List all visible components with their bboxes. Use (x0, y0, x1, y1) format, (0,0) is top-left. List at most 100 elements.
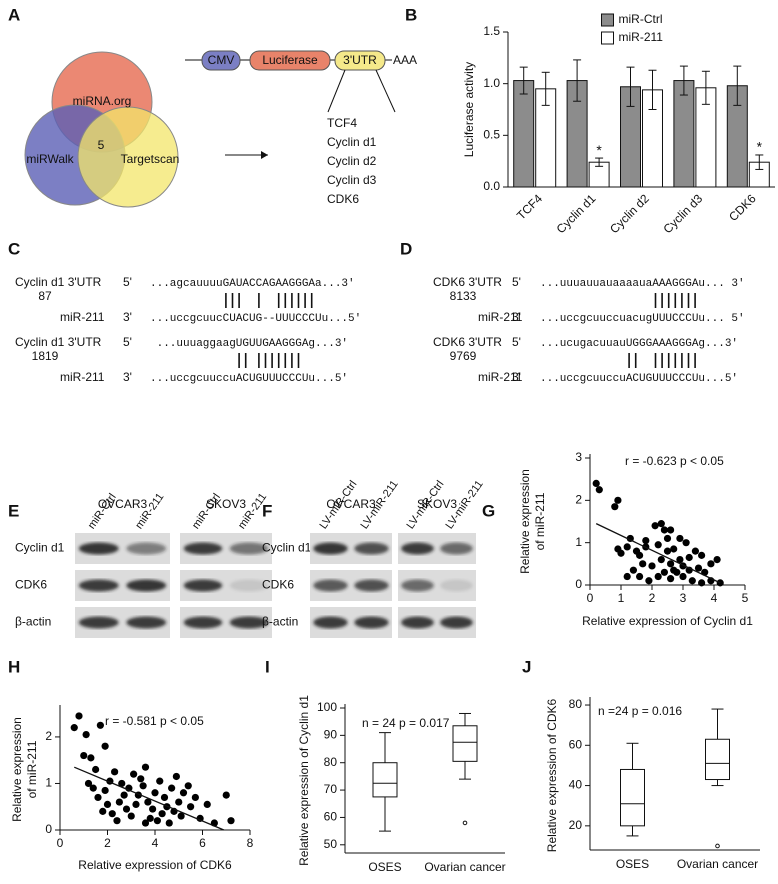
y-tick-label: 80 (569, 697, 583, 711)
x-tick-label: 4 (711, 591, 718, 605)
target-list: TCF4 Cyclin d1 Cyclin d2 Cyclin d3 CDK6 (327, 116, 377, 206)
point (82, 730, 90, 739)
blot-band (183, 579, 223, 592)
point (654, 541, 662, 549)
point (642, 536, 650, 545)
point (165, 819, 173, 827)
point (676, 556, 684, 564)
blot-row-label: CDK6 (15, 578, 47, 592)
zoom-line (327, 69, 346, 113)
legend-label: miR-Ctrl (619, 12, 663, 26)
point (127, 812, 135, 820)
point (698, 579, 706, 587)
utr-label: Cyclin d1 3'UTR (15, 275, 102, 289)
significance-mark: * (757, 139, 763, 155)
target: Cyclin d1 (327, 135, 377, 149)
y-tick-label: 0 (575, 577, 582, 591)
legend-swatch (601, 13, 614, 27)
target: TCF4 (327, 116, 357, 130)
x-tick-label: CDK6 (726, 191, 759, 224)
panel-letter: I (265, 657, 270, 676)
point (682, 539, 690, 547)
y-tick-label: 70 (324, 782, 338, 796)
point (141, 819, 150, 827)
point (691, 547, 700, 555)
blot-row-label: β-actin (262, 615, 298, 629)
x-tick-label: 6 (199, 836, 206, 850)
point (614, 496, 622, 504)
point (660, 568, 669, 576)
panel-letter: D (400, 239, 412, 258)
venn: miRNA.org miRWalk Targetscan 5 (24, 51, 180, 208)
y-tick-label: 2 (45, 729, 52, 743)
panel-letter: C (8, 239, 20, 258)
point (101, 786, 109, 795)
point (636, 551, 644, 559)
point (156, 777, 164, 785)
mir-end: 3' (123, 310, 132, 324)
blot-band (354, 542, 389, 555)
venn-label: miRNA.org (73, 94, 132, 108)
x-tick-label: OSES (616, 857, 649, 871)
point (101, 742, 109, 750)
blot-band (78, 542, 119, 555)
annotation: r = -0.581 p < 0.05 (105, 714, 204, 728)
x-tick-label: 4 (152, 836, 159, 850)
y-tick-label: 100 (317, 700, 337, 714)
venn-label: Targetscan (121, 152, 180, 166)
bar (513, 80, 535, 188)
annotation: n = 24 p = 0.017 (362, 716, 450, 730)
mir-label: miR-211 (478, 310, 523, 324)
point (184, 782, 192, 790)
panel-letter: E (8, 501, 19, 520)
construct-label: Luciferase (262, 53, 318, 67)
luciferase-box (249, 50, 331, 71)
mir-sequence: ...uccgcuuccuacugUUUCCCUu... 5' (540, 313, 745, 325)
point (80, 751, 88, 760)
y-axis-label: Relative expression (518, 469, 532, 574)
mir-label: miR-211 (60, 370, 105, 384)
y-axis-label: Relative expression (10, 717, 24, 822)
y-tick-label: 2 (575, 493, 582, 507)
y-tick-label: 0.5 (483, 128, 500, 142)
target: CDK6 (327, 192, 359, 206)
blot-row-label: CDK6 (262, 578, 294, 592)
blot-band (313, 616, 348, 629)
trendline (73, 766, 225, 831)
legend-label: miR-211 (619, 30, 664, 44)
annotation: n =24 p = 0.016 (598, 704, 682, 718)
point (130, 770, 138, 778)
trendline (595, 523, 721, 584)
y-axis-label: Relative expression of CDK6 (545, 698, 559, 852)
blot-row-label: Cyclin d1 (262, 541, 312, 555)
panel-letter: H (8, 657, 20, 676)
target: Cyclin d2 (327, 154, 377, 168)
point (654, 572, 662, 581)
bar (673, 80, 695, 188)
significance-mark: * (596, 142, 602, 158)
point (144, 798, 152, 806)
point (113, 817, 121, 825)
point (139, 782, 147, 790)
point (636, 572, 644, 581)
mir-sequence: ...uccgcuucCUACUG--UUUCCCUu...5' (150, 313, 361, 325)
point (146, 814, 154, 822)
utr-end: 5' (123, 275, 132, 289)
annotation: r = -0.623 p < 0.05 (625, 454, 724, 468)
point (592, 479, 600, 487)
y-tick-label: 1 (45, 776, 52, 790)
utr-label: CDK6 3'UTR (433, 275, 502, 289)
blot-band (401, 616, 434, 629)
blot-row-label: β-actin (15, 615, 51, 629)
point (595, 486, 603, 494)
point (153, 817, 161, 825)
x-axis-label: Relative expression of Cyclin d1 (582, 614, 753, 628)
utr-position: 8133 (450, 289, 477, 303)
x-tick-label: Cyclin d3 (660, 191, 705, 236)
point (175, 798, 183, 806)
point (639, 560, 647, 568)
mir-sequence: ...uccgcuuccuACUGUUUCCCUu...5' (540, 373, 738, 385)
utr-end: 5' (512, 275, 521, 289)
point (118, 779, 126, 788)
